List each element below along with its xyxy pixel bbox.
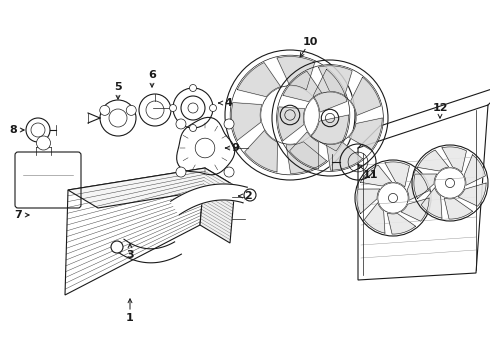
Polygon shape: [442, 147, 466, 172]
Circle shape: [210, 104, 217, 112]
Text: 7: 7: [14, 210, 22, 220]
Polygon shape: [237, 63, 281, 97]
Polygon shape: [444, 198, 472, 219]
Circle shape: [100, 105, 110, 115]
Polygon shape: [401, 198, 429, 221]
Polygon shape: [283, 71, 321, 102]
Circle shape: [244, 189, 256, 201]
Polygon shape: [277, 57, 315, 90]
Polygon shape: [414, 174, 437, 199]
Polygon shape: [245, 130, 277, 172]
Text: 6: 6: [148, 70, 156, 80]
Text: 4: 4: [224, 98, 232, 108]
Polygon shape: [458, 183, 486, 206]
Text: 5: 5: [114, 82, 122, 92]
Polygon shape: [313, 69, 347, 112]
Circle shape: [170, 104, 176, 112]
Circle shape: [111, 241, 123, 253]
Polygon shape: [65, 168, 205, 295]
Text: 10: 10: [302, 37, 318, 47]
Text: 2: 2: [244, 191, 252, 201]
Polygon shape: [417, 150, 449, 171]
Polygon shape: [348, 118, 382, 150]
Polygon shape: [421, 188, 442, 218]
Text: 9: 9: [231, 143, 239, 153]
Circle shape: [126, 105, 136, 115]
Polygon shape: [357, 189, 380, 214]
Polygon shape: [364, 203, 385, 233]
Circle shape: [36, 136, 50, 150]
Polygon shape: [171, 184, 247, 215]
Text: 1: 1: [126, 313, 134, 323]
Circle shape: [176, 167, 186, 177]
Polygon shape: [351, 77, 381, 116]
Polygon shape: [231, 103, 262, 140]
Polygon shape: [318, 66, 352, 96]
Text: 3: 3: [126, 250, 134, 260]
Circle shape: [190, 85, 196, 91]
Polygon shape: [464, 155, 486, 185]
Polygon shape: [286, 142, 326, 174]
Circle shape: [224, 119, 234, 129]
Polygon shape: [326, 142, 363, 170]
Polygon shape: [200, 168, 235, 243]
Polygon shape: [290, 132, 319, 169]
Text: 11: 11: [362, 170, 378, 180]
Text: 8: 8: [9, 125, 17, 135]
Polygon shape: [311, 115, 348, 151]
Circle shape: [224, 167, 234, 177]
Circle shape: [176, 119, 186, 129]
Polygon shape: [68, 168, 235, 208]
Polygon shape: [385, 162, 410, 187]
Polygon shape: [278, 107, 305, 141]
Polygon shape: [407, 170, 428, 201]
Polygon shape: [387, 213, 416, 234]
Polygon shape: [361, 165, 392, 186]
Text: 12: 12: [432, 103, 448, 113]
Circle shape: [190, 125, 196, 131]
